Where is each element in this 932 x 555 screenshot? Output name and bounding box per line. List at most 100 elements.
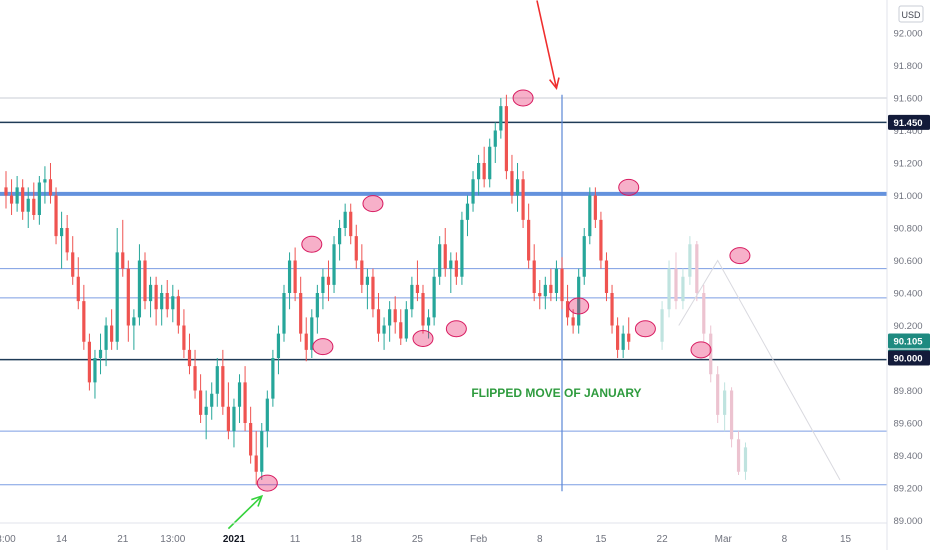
candle-body [148, 284, 153, 302]
candle-body [54, 195, 58, 237]
candle-body [443, 244, 447, 269]
candle-body [115, 252, 119, 342]
currency-label: USD [901, 10, 921, 20]
price-tick-label: 89.200 [893, 484, 922, 495]
price-tick-label: 89.000 [893, 516, 922, 527]
candle-body [527, 219, 531, 261]
price-tick-label: 90.600 [893, 256, 922, 267]
candle-body [326, 276, 331, 285]
price-badge-label: 91.450 [893, 118, 922, 129]
price-axis[interactable]: USD 92.000 91.800 91.600 91.400 91.200 91.000 9… [886, 0, 932, 550]
candle-body [26, 198, 30, 212]
candle-body [426, 317, 431, 326]
candle-body [254, 455, 258, 472]
candle-body [187, 349, 192, 367]
candle-body [243, 382, 247, 423]
time-tick-label: 13:00 [160, 534, 185, 545]
highlight-ellipse [362, 195, 384, 213]
highlight-ellipse [412, 330, 434, 347]
candle-body [171, 296, 175, 310]
time-tick-label: 15 [595, 534, 607, 545]
time-tick-label: 14 [56, 534, 68, 545]
time-tick-label: 8 [537, 534, 543, 545]
price-tick-label: 89.800 [893, 386, 922, 397]
candle-body [98, 349, 103, 358]
candle-body [421, 293, 425, 326]
candle-body [249, 423, 253, 456]
candle-body [477, 163, 481, 180]
candle-body [65, 228, 69, 253]
candle-body [482, 163, 486, 180]
projection [660, 236, 841, 481]
candle-body [182, 325, 186, 350]
highlight-ellipse [256, 474, 278, 492]
candle-body [60, 228, 64, 237]
candle-body [43, 179, 47, 183]
candle-body [154, 284, 158, 310]
candle-body [126, 268, 130, 326]
candle-body [549, 284, 553, 293]
time-tick-label: 2021 [223, 534, 246, 545]
candle-body [471, 179, 475, 204]
time-tick-label: 15 [840, 534, 852, 545]
candle-body [48, 179, 53, 196]
candle-body [510, 171, 514, 196]
candle-body [9, 195, 14, 204]
candle-body [293, 260, 297, 293]
candle-body [299, 293, 303, 334]
annotation-text: FLIPPED MOVE OF JANUARY [471, 386, 641, 400]
price-tick-label: 90.800 [893, 224, 922, 235]
time-tick-label: 25 [412, 534, 424, 545]
candle-body [132, 317, 136, 326]
candle-body [282, 293, 286, 334]
price-tick-label: 91.800 [893, 61, 922, 72]
candle-body [338, 228, 342, 245]
candle-body [232, 406, 236, 432]
price-tick-label: 90.200 [893, 321, 922, 332]
projection-path [678, 259, 841, 481]
highlight-ellipse [729, 247, 751, 265]
candle-body [71, 252, 75, 277]
horizontal-levels [0, 97, 887, 486]
projection-body [674, 268, 678, 302]
candle-body [215, 366, 219, 394]
candle-body [121, 252, 125, 269]
arrow-head [548, 77, 560, 91]
candle-body [82, 301, 86, 342]
candle-body [488, 146, 492, 180]
candle-body [160, 293, 164, 310]
projection-body [667, 268, 671, 310]
candle-body [15, 187, 19, 204]
candle-body [276, 333, 281, 358]
highlight-ellipse [301, 235, 323, 253]
projection-body [716, 374, 720, 415]
highlight-ellipse [445, 320, 467, 338]
candle-body [371, 276, 375, 310]
currency-box [898, 5, 924, 23]
projection-body [688, 244, 692, 277]
price-tick-label: 91.400 [893, 126, 922, 137]
candle-body [193, 366, 197, 391]
arrow-head [251, 494, 264, 507]
highlight-circles [256, 89, 751, 492]
candle-body [432, 276, 436, 318]
highlight-ellipse [568, 297, 590, 315]
candle-body [210, 393, 214, 407]
time-axis[interactable]: 3:00 14 21 13:00 2021 11 18 25 Feb 8 15 22 Mar 8 15 [0, 522, 887, 545]
projection-body [743, 447, 748, 472]
candle-body [582, 236, 586, 277]
candle-body [354, 236, 358, 261]
price-axis-bg [887, 0, 932, 550]
candle-body [260, 431, 264, 472]
time-tick-label: 21 [117, 534, 129, 545]
projection-body [681, 276, 685, 302]
candle-body [616, 325, 620, 350]
candle-body [4, 187, 8, 196]
price-badge [888, 333, 930, 349]
candle-body [515, 179, 520, 196]
projection-body [729, 390, 734, 440]
candle-body [32, 198, 36, 215]
highlight-ellipse [618, 178, 640, 196]
